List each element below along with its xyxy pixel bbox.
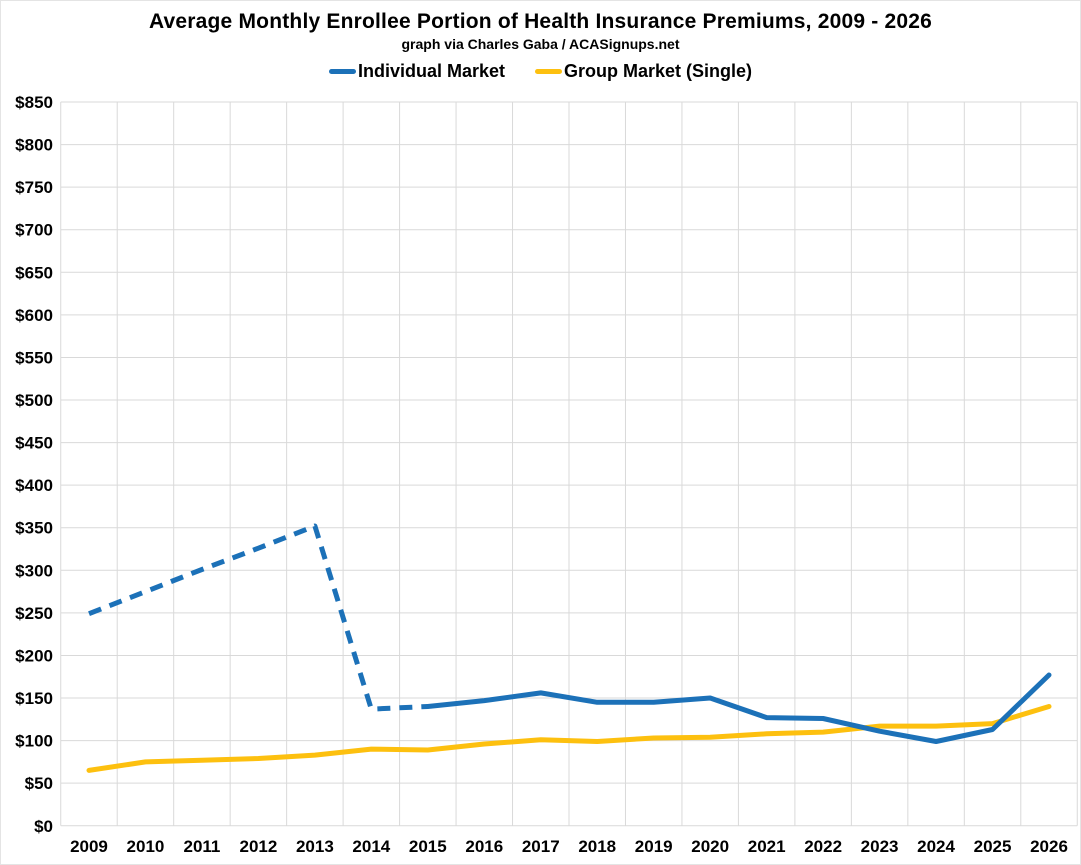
y-tick-label: $500 <box>15 391 53 410</box>
legend-item-individual-market: Individual Market <box>328 61 506 82</box>
chart-subtitle: graph via Charles Gaba / ACASignups.net <box>401 36 680 52</box>
legend-item-group-market: Group Market (Single) <box>535 61 752 82</box>
line-individual-market-dashed <box>88 523 428 712</box>
x-tick-label: 2009 <box>70 837 108 856</box>
x-tick-label: 2016 <box>465 837 503 856</box>
x-tick-label: 2022 <box>804 837 842 856</box>
y-tick-label: $600 <box>15 306 53 325</box>
x-tick-label: 2014 <box>352 837 390 856</box>
y-tick-label: $450 <box>15 434 53 453</box>
x-tick-label: 2012 <box>239 837 277 856</box>
y-tick-label: $200 <box>15 646 53 665</box>
legend: Individual Market Group Market (Single) <box>1 61 1080 82</box>
y-tick-label: $350 <box>15 519 53 538</box>
x-tick-label: 2010 <box>127 837 165 856</box>
x-tick-label: 2024 <box>917 837 955 856</box>
y-tick-label: $50 <box>25 774 53 793</box>
y-tick-label: $700 <box>15 221 53 240</box>
y-tick-label: $400 <box>15 476 53 495</box>
y-tick-label: $850 <box>15 93 53 112</box>
x-tick-label: 2018 <box>578 837 616 856</box>
y-tick-label: $650 <box>15 263 53 282</box>
line-group-market <box>86 704 1052 773</box>
x-tick-label: 2025 <box>974 837 1012 856</box>
y-tick-label: $750 <box>15 178 53 197</box>
x-tick-label: 2023 <box>861 837 899 856</box>
x-tick-label: 2017 <box>522 837 560 856</box>
x-tick-label: 2026 <box>1030 837 1068 856</box>
legend-label: Group Market (Single) <box>564 61 753 81</box>
y-tick-label: $250 <box>15 604 53 623</box>
legend-swatch <box>328 69 356 74</box>
chart-title: Average Monthly Enrollee Portion of Heal… <box>148 10 933 33</box>
x-tick-label: 2013 <box>296 837 334 856</box>
x-tick-label: 2020 <box>691 837 729 856</box>
y-tick-label: $300 <box>15 561 53 580</box>
legend-swatch <box>535 69 563 74</box>
line-individual-market-solid <box>425 672 1052 744</box>
x-tick-label: 2011 <box>183 837 220 856</box>
x-tick-label: 2019 <box>635 837 673 856</box>
legend-label: Individual Market <box>357 61 506 81</box>
y-tick-label: $150 <box>15 689 53 708</box>
x-tick-label: 2015 <box>409 837 447 856</box>
y-tick-label: $100 <box>15 732 53 751</box>
x-tick-label: 2021 <box>748 837 786 856</box>
y-tick-label: $800 <box>15 136 53 155</box>
y-tick-label: $0 <box>34 817 53 836</box>
y-tick-label: $550 <box>15 348 53 367</box>
